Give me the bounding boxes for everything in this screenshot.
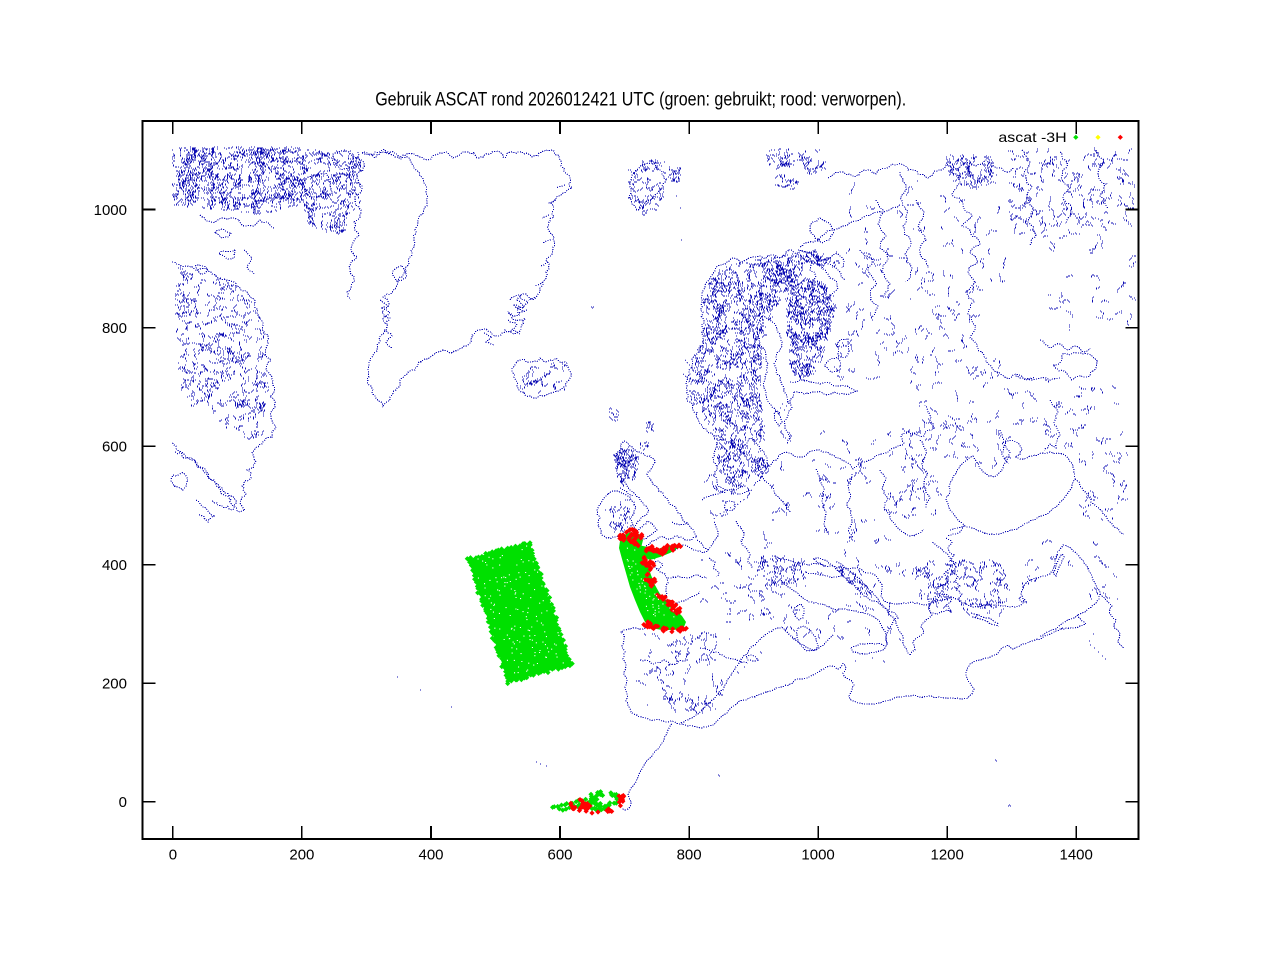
svg-text:ascat -3H: ascat -3H [998,129,1066,145]
svg-text:Gebruik ASCAT rond 2026012421: Gebruik ASCAT rond 2026012421 UTC (groen… [375,90,906,111]
svg-text:600: 600 [547,847,572,864]
svg-text:200: 200 [102,676,127,693]
svg-text:1400: 1400 [1060,847,1093,864]
svg-text:400: 400 [418,847,443,864]
svg-text:0: 0 [169,847,177,864]
svg-text:0: 0 [119,794,127,811]
svg-text:800: 800 [102,320,127,337]
svg-text:800: 800 [677,847,702,864]
svg-text:1200: 1200 [931,847,964,864]
svg-text:1000: 1000 [94,202,127,219]
svg-text:600: 600 [102,439,127,456]
svg-text:200: 200 [289,847,314,864]
svg-text:400: 400 [102,557,127,574]
svg-text:1000: 1000 [801,847,834,864]
